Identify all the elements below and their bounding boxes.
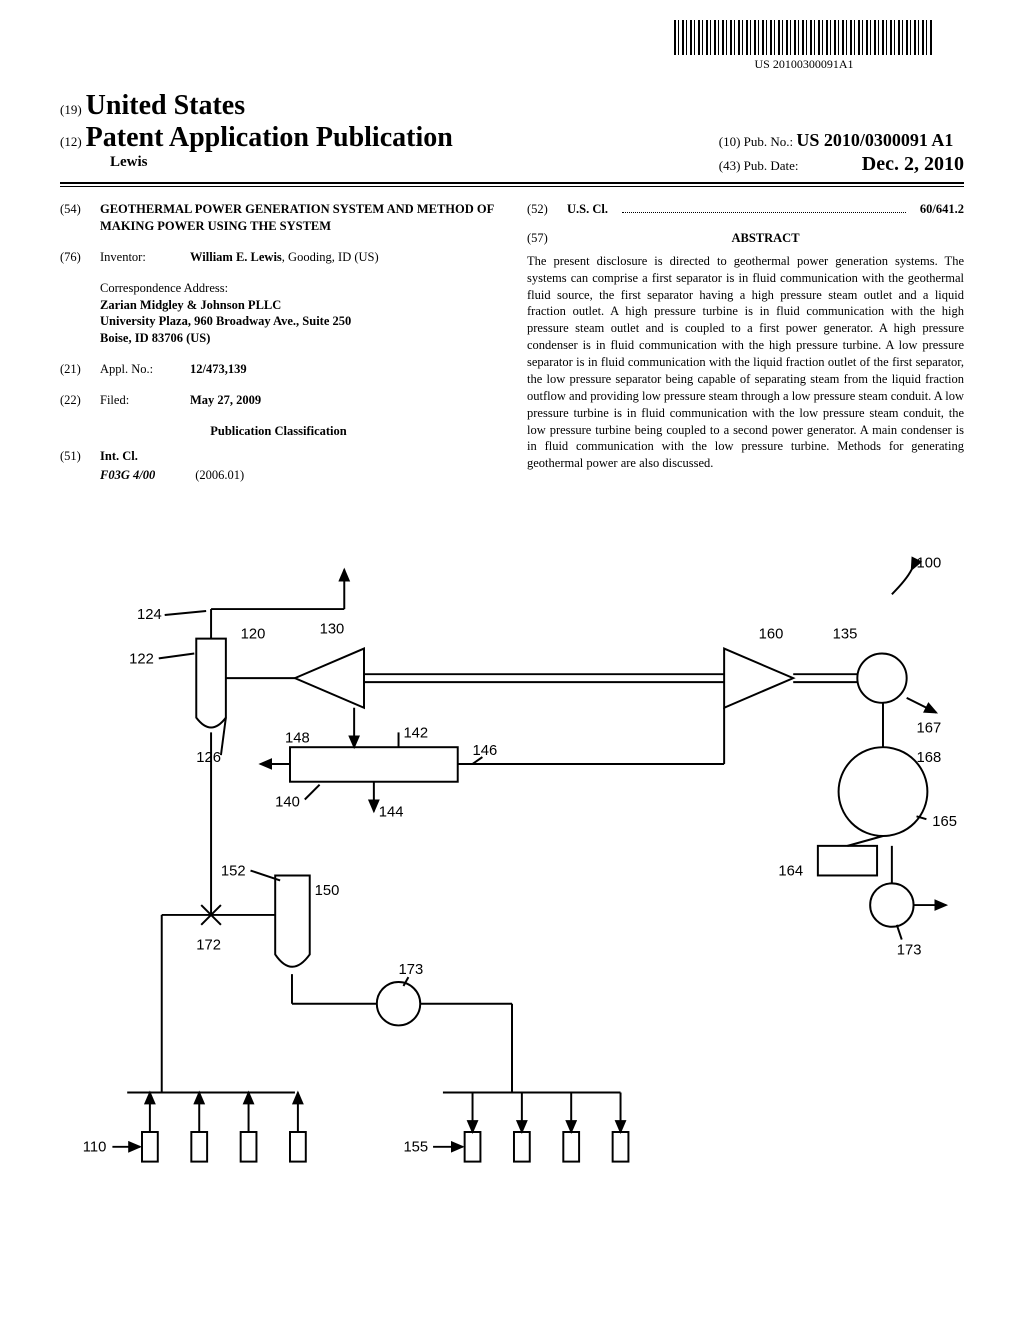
code-54: (54) [60,201,90,235]
label-165: 165 [932,814,957,830]
label-126: 126 [196,750,221,766]
code-57: (57) [527,230,557,247]
code-51: (51) [60,448,90,465]
code-22: (22) [60,392,90,409]
label-148: 148 [285,730,310,746]
label-142: 142 [403,725,428,741]
dots-leader [622,203,906,213]
pubdate: Dec. 2, 2010 [862,153,964,175]
barcode-text: US 20100300091A1 [674,57,934,72]
label-160: 160 [759,627,784,643]
barcode-graphic [674,20,934,55]
label-173: 173 [399,962,424,978]
rule-thin [60,186,964,187]
label-144: 144 [379,804,404,820]
label-172: 172 [196,937,221,953]
label-110: 110 [83,1140,107,1156]
intcl-code: F03G 4/00 [100,467,155,484]
pubdate-label: Pub. Date: [744,158,799,173]
filed-date: May 27, 2009 [190,392,261,409]
invention-title: GEOTHERMAL POWER GENERATION SYSTEM AND M… [100,201,497,235]
header-author: Lewis [110,154,453,171]
abstract-heading: ABSTRACT [567,230,964,247]
label-100: 100 [917,556,942,572]
label-164: 164 [778,863,803,879]
label-173b: 173 [897,942,922,958]
intcl-date: (2006.01) [195,467,244,484]
left-column: (54) GEOTHERMAL POWER GENERATION SYSTEM … [60,201,497,484]
code-43: (43) [719,158,741,173]
label-168: 168 [917,750,942,766]
corr-name: Zarian Midgley & Johnson PLLC [100,297,497,314]
inventor-name: William E. Lewis [190,250,282,264]
pubclass-heading: Publication Classification [60,423,497,440]
label-140: 140 [275,794,300,810]
label-130: 130 [320,622,345,638]
code-19: (19) [60,102,82,117]
label-124: 124 [137,607,162,623]
filed-label: Filed: [100,392,180,409]
corr-label: Correspondence Address: [100,280,497,297]
code-52: (52) [527,201,557,218]
biblio-columns: (54) GEOTHERMAL POWER GENERATION SYSTEM … [60,201,964,484]
code-21: (21) [60,361,90,378]
publication-type: Patent Application Publication [86,122,453,153]
pubno: US 2010/0300091 A1 [796,130,953,150]
label-150: 150 [315,883,340,899]
inventor-label: Inventor: [100,249,180,266]
label-152: 152 [221,863,246,879]
uscl-label: U.S. Cl. [567,201,608,218]
barcode-block: US 20100300091A1 [674,20,934,72]
label-146: 146 [473,743,498,759]
corr-addr1: University Plaza, 960 Broadway Ave., Sui… [100,313,497,330]
code-10: (10) [719,134,741,149]
code-76: (76) [60,249,90,266]
pubno-label: Pub. No.: [744,134,793,149]
uscl-value: 60/641.2 [920,201,964,218]
label-122: 122 [129,651,154,667]
label-135: 135 [833,627,858,643]
applno-label: Appl. No.: [100,361,180,378]
right-column: (52) U.S. Cl. 60/641.2 (57) ABSTRACT The… [527,201,964,484]
label-167: 167 [917,720,942,736]
country: United States [86,90,245,121]
rule-thick [60,182,964,184]
applno: 12/473,139 [190,361,247,378]
label-155: 155 [403,1140,428,1156]
corr-addr2: Boise, ID 83706 (US) [100,330,497,347]
patent-figure: 100 124 120 122 126 130 160 135 167 168 [60,540,964,1280]
code-12: (12) [60,134,82,149]
inventor-loc: , Gooding, ID (US) [282,250,379,264]
intcl-label: Int. Cl. [100,448,138,465]
header: (19) United States (12) Patent Applicati… [60,90,964,176]
abstract-text: The present disclosure is directed to ge… [527,253,964,472]
label-120: 120 [241,627,266,643]
